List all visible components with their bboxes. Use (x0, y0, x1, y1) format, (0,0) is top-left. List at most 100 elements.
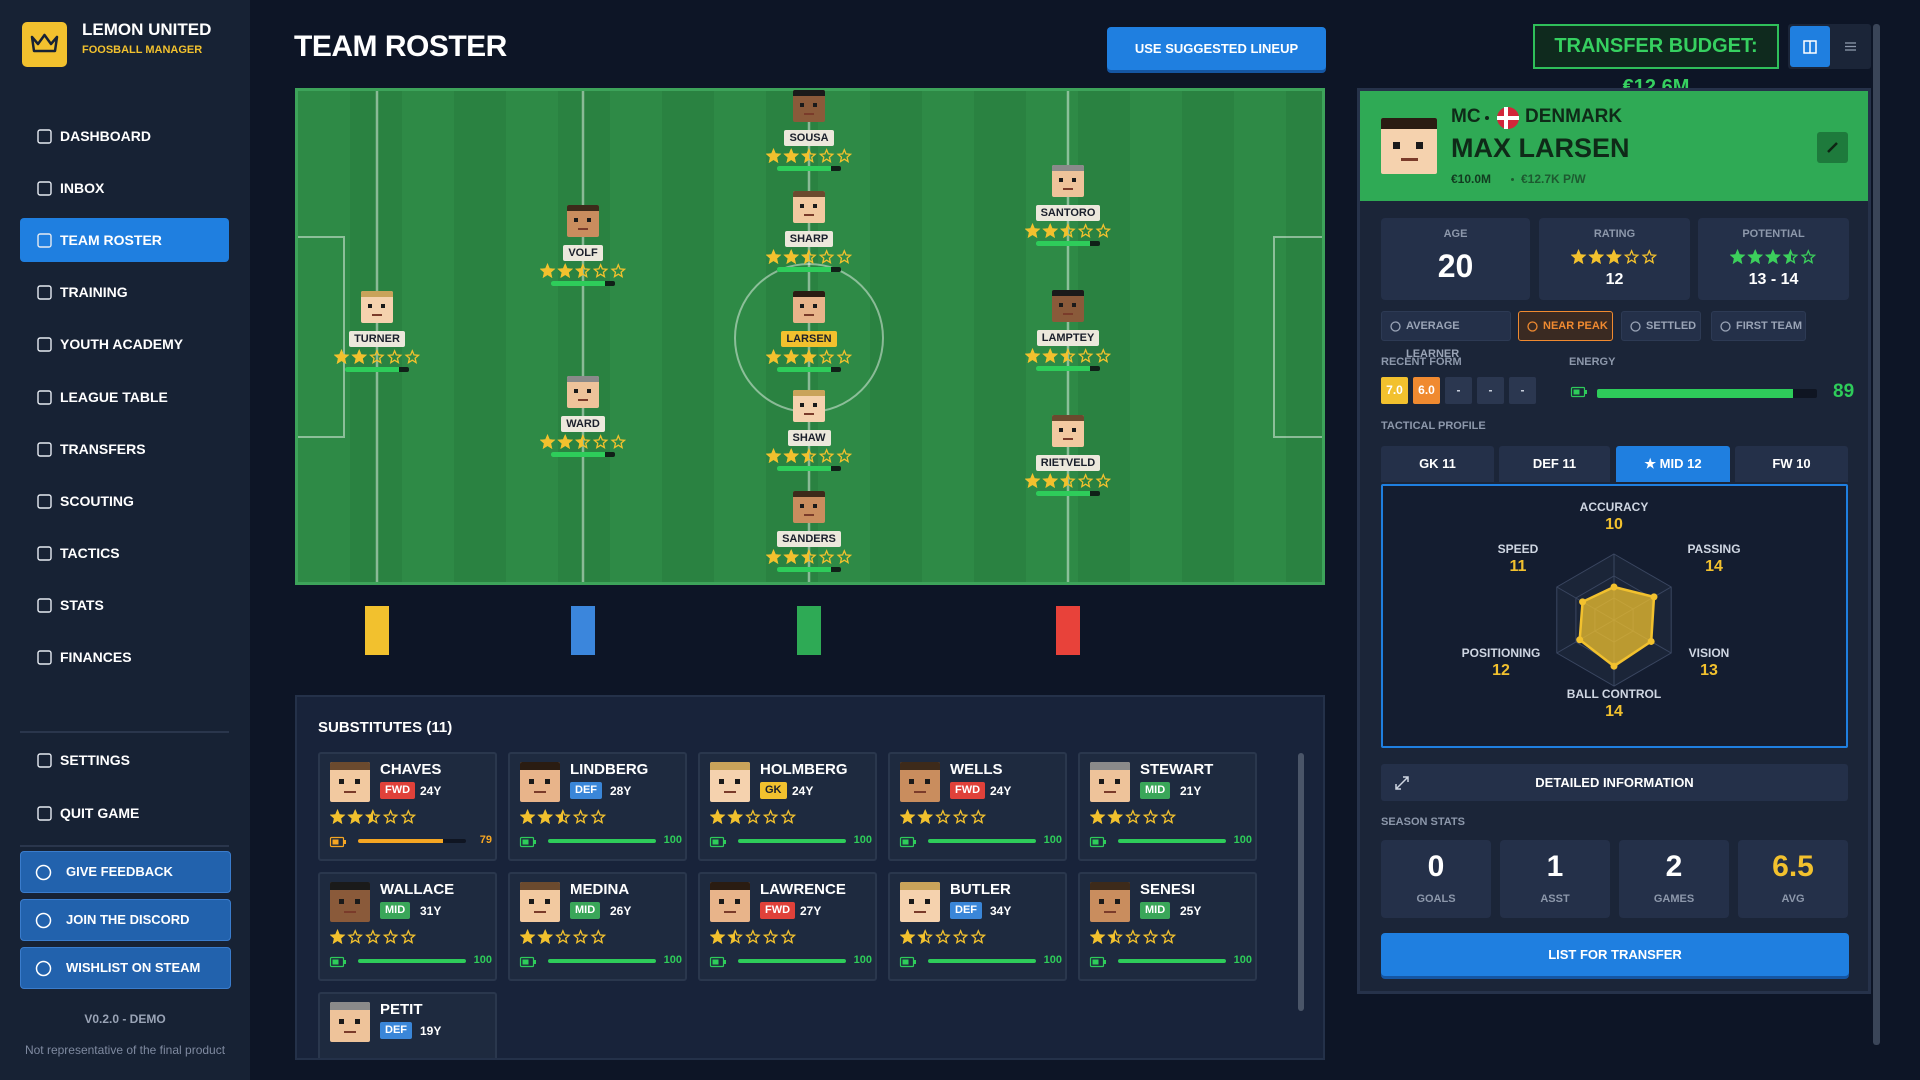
eye (1059, 428, 1063, 432)
energy-value: 100 (853, 834, 872, 846)
substitute-card[interactable]: MEDINA MID 26Y 100 (508, 872, 687, 981)
stars-filled (330, 929, 348, 944)
nav-label: INBOX (60, 180, 105, 197)
substitute-name: STEWART (1140, 761, 1214, 778)
nav-item[interactable]: TRANSFERS (20, 427, 229, 471)
pitch-player[interactable]: RIETVELD (1018, 415, 1118, 505)
edit-button[interactable] (1817, 132, 1848, 163)
battery-icon (519, 956, 536, 968)
pitch-player[interactable]: VOLF (533, 205, 633, 295)
pitch-player[interactable]: LAMPTEY (1018, 290, 1118, 380)
link-button[interactable]: JOIN THE DISCORD (20, 899, 231, 941)
profile-tab[interactable]: DEF 11 (1499, 446, 1610, 482)
face (1052, 165, 1084, 197)
pitch-player[interactable]: TURNER (327, 291, 427, 381)
face (330, 1002, 370, 1042)
substitute-card[interactable]: WELLS FWD 24Y 100 (888, 752, 1067, 861)
profile-tab[interactable]: GK 11 (1381, 446, 1494, 482)
pitch-player[interactable]: SANTORO (1018, 165, 1118, 255)
section-label: TACTICAL PROFILE (1381, 420, 1486, 432)
energy-fill (738, 959, 846, 963)
season-stat-value: 6.5 (1772, 850, 1814, 883)
nav-item[interactable]: LEAGUE TABLE (20, 375, 229, 419)
mouth (804, 113, 814, 115)
link-icon (35, 912, 52, 929)
link-button[interactable]: GIVE FEEDBACK (20, 851, 231, 893)
pitch-player[interactable]: LARSEN (759, 291, 859, 381)
attribute-value: 11 (1509, 558, 1527, 575)
substitute-card[interactable]: CHAVES FWD 24Y 79 (318, 752, 497, 861)
season-stat-box: 2 GAMES (1619, 840, 1729, 918)
substitute-card[interactable]: WALLACE MID 31Y 100 (318, 872, 497, 981)
stat-label: RATING (1593, 228, 1636, 240)
pitch-player[interactable]: SOUSA (759, 90, 859, 180)
face (520, 882, 560, 922)
icon-shape (1827, 142, 1838, 153)
substitute-card[interactable]: BUTLER DEF 34Y 100 (888, 872, 1067, 981)
link-icon (35, 960, 52, 977)
energy-track (777, 466, 841, 471)
battery-icon (329, 956, 346, 968)
hair (330, 762, 370, 770)
nav-icon (37, 233, 52, 248)
energy-value: 100 (473, 954, 492, 966)
star-rating (1024, 223, 1112, 238)
season-stat-value: 0 (1427, 850, 1445, 883)
substitute-age: 28Y (610, 784, 632, 798)
transfer-button[interactable]: LIST FOR TRANSFER (1381, 933, 1849, 976)
pitch-player[interactable]: SANDERS (759, 491, 859, 581)
nav-item[interactable]: FINANCES (20, 635, 229, 679)
nav-item[interactable]: SCOUTING (20, 479, 229, 523)
substitute-card[interactable]: LINDBERG DEF 28Y 100 (508, 752, 687, 861)
radar-chart (1556, 553, 1672, 687)
separator-dot (1485, 116, 1489, 120)
energy-track (551, 281, 615, 286)
nav-item[interactable]: INBOX (20, 166, 229, 210)
substitute-card[interactable]: STEWART MID 21Y 100 (1078, 752, 1257, 861)
substitute-card[interactable]: LAWRENCE FWD 27Y 100 (698, 872, 877, 981)
star-rating (519, 809, 607, 824)
battery-body (709, 956, 725, 968)
eye (574, 389, 578, 393)
player-name: LAMPTEY (1036, 330, 1100, 346)
icon-shape (1720, 321, 1731, 332)
page-scrollbar (1873, 24, 1880, 1045)
lineup-button[interactable]: USE SUGGESTED LINEUP (1107, 27, 1326, 70)
attribute-value: 13 (1700, 662, 1718, 679)
eye (813, 103, 817, 107)
substitute-age: 19Y (420, 1024, 442, 1038)
section-label: ENERGY (1569, 356, 1616, 368)
tag-icon (1527, 321, 1538, 332)
profile-tab[interactable]: FW 10 (1735, 446, 1848, 482)
nav-item[interactable]: DASHBOARD (20, 114, 229, 158)
season-stat-box: 6.5 AVG (1738, 840, 1848, 918)
rod-handle (365, 606, 389, 655)
nav-item[interactable]: TRAINING (20, 270, 229, 314)
substitute-card[interactable]: SENESI MID 25Y 100 (1078, 872, 1257, 981)
nav-item[interactable]: SETTINGS (20, 738, 229, 782)
pitch-player[interactable]: SHARP (759, 191, 859, 281)
nav-item[interactable]: QUIT GAME (20, 791, 229, 835)
face (361, 291, 393, 323)
nav-item[interactable]: STATS (20, 583, 229, 627)
nav-item[interactable]: YOUTH ACADEMY (20, 322, 229, 366)
pitch-player[interactable]: WARD (533, 376, 633, 466)
nav-item[interactable]: TACTICS (20, 531, 229, 575)
substitute-card[interactable]: HOLMBERG GK 24Y 100 (698, 752, 877, 861)
link-button[interactable]: WISHLIST ON STEAM (20, 947, 231, 989)
detail-button[interactable]: DETAILED INFORMATION (1381, 764, 1848, 801)
nav-item[interactable]: TEAM ROSTER (20, 218, 229, 263)
battery-icon (709, 956, 726, 968)
energy-fill (1036, 241, 1091, 246)
energy-track (1036, 366, 1100, 371)
player-name: LARSEN (781, 331, 837, 347)
pitch-player[interactable]: SHAW (759, 390, 859, 480)
mouth (534, 791, 546, 793)
hair (567, 376, 599, 382)
radar-vertex (1610, 662, 1618, 670)
substitute-card[interactable]: PETIT DEF 19Y (318, 992, 497, 1058)
list-view-button[interactable] (1832, 26, 1869, 67)
battery-icon (519, 836, 536, 848)
profile-tab[interactable]: ★ MID 12 (1616, 446, 1730, 482)
grid-view-button[interactable] (1790, 26, 1830, 67)
